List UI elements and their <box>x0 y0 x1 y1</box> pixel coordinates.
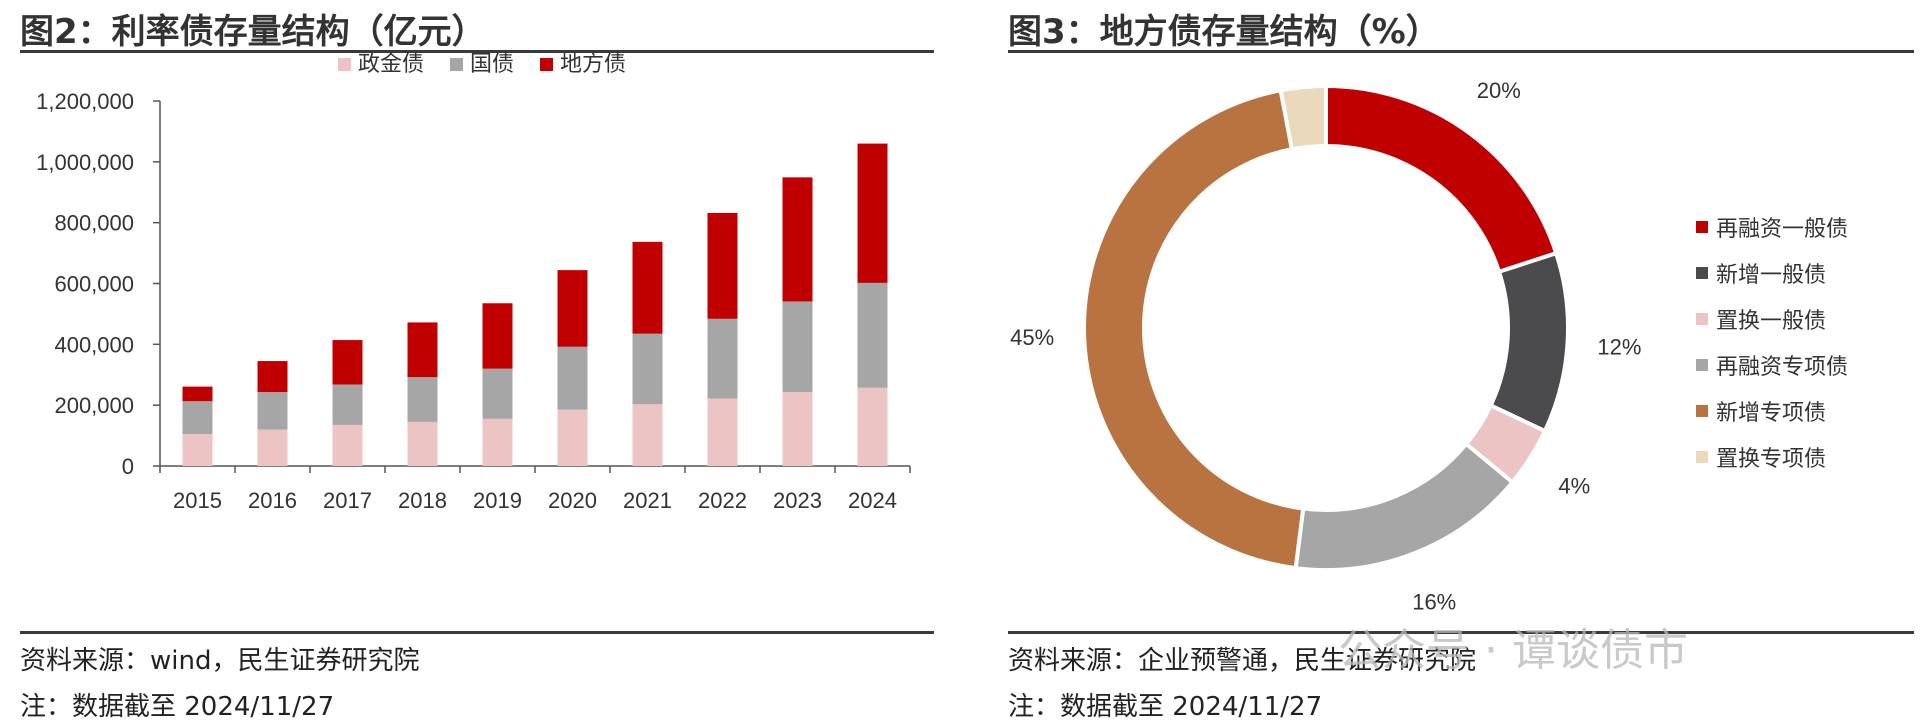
legend-swatch <box>338 58 351 71</box>
stacked-bar-chart: 0 200,000 400,000 600,000 800,000 1,000,000 1,… <box>36 52 911 513</box>
x-tick-label: 2016 <box>248 488 297 513</box>
bar-segment <box>557 346 588 410</box>
bar-segment <box>557 409 588 466</box>
legend-swatch <box>450 58 463 71</box>
legend-label: 置换专项债 <box>1716 446 1826 471</box>
slice-label: 45% <box>1010 325 1054 350</box>
legend-swatch <box>540 58 553 71</box>
slice-label: 16% <box>1412 589 1456 614</box>
slice-label: 4% <box>1558 474 1590 499</box>
title-divider <box>20 50 934 53</box>
x-tick-label: 2020 <box>548 488 597 513</box>
bar-segment <box>407 421 438 466</box>
bar-segment <box>257 361 288 393</box>
footer-divider <box>20 631 934 634</box>
bar-segment <box>257 392 288 430</box>
legend-swatch <box>1696 451 1708 463</box>
legend-swatch <box>1696 267 1708 279</box>
watermark: 公众号 · 谭谈债市 <box>1338 625 1688 676</box>
x-tick-label: 2023 <box>773 488 822 513</box>
y-tick-label: 200,000 <box>54 393 134 418</box>
y-tick-label: 600,000 <box>54 272 134 297</box>
bar-segment <box>782 392 813 466</box>
donut-slice <box>1082 87 1306 571</box>
x-tick-label: 2015 <box>173 488 222 513</box>
y-tick-label: 1,000,000 <box>36 150 134 175</box>
legend-label: 新增一般债 <box>1716 262 1826 287</box>
legend-label: 政金债 <box>358 52 424 76</box>
bar-segment <box>782 301 813 393</box>
bar-segment <box>482 418 513 466</box>
legend-label: 置换一般债 <box>1716 308 1826 333</box>
bar-segment <box>257 429 288 466</box>
bar-segment <box>182 386 213 402</box>
slice-label: 12% <box>1597 334 1641 359</box>
footer-divider <box>1008 631 1914 634</box>
x-tick-label: 2024 <box>848 488 897 513</box>
bar-segment <box>182 434 213 466</box>
bar-segment <box>407 322 438 378</box>
bar-segment <box>707 318 738 399</box>
x-tick-label: 2022 <box>698 488 747 513</box>
bar-segment <box>557 270 588 347</box>
x-tick-label: 2018 <box>398 488 447 513</box>
donut-slice <box>1278 83 1328 152</box>
legend-label: 地方债 <box>560 52 626 76</box>
x-tick-label: 2021 <box>623 488 672 513</box>
y-tick-label: 800,000 <box>54 211 134 236</box>
bar-segment <box>407 377 438 422</box>
bar-segment <box>782 177 813 302</box>
source-note: 资料来源：企业预警通，民生证券研究院 <box>1008 646 1477 676</box>
bar-segment <box>857 387 888 466</box>
chart-legend: 政金债 国债 地方债 <box>338 52 626 76</box>
bar-segment <box>482 303 513 369</box>
slice-label: 20% <box>1477 78 1521 103</box>
legend-label: 再融资一般债 <box>1716 216 1848 241</box>
figure-title: 图3：地方债存量结构（%） <box>1008 12 1440 52</box>
legend-label: 国债 <box>470 52 514 76</box>
legend-label: 新增专项债 <box>1716 400 1826 425</box>
bar-segment <box>707 398 738 466</box>
source-note: 资料来源：wind，民生证券研究院 <box>20 646 420 676</box>
figure-title: 图2：利率债存量结构（亿元） <box>20 12 486 52</box>
legend-swatch <box>1696 405 1708 417</box>
legend-label: 再融资专项债 <box>1716 354 1848 379</box>
title-divider <box>1008 50 1914 53</box>
donut-chart: 20%12%4%16%45%3%再融资一般债新增一般债置换一般债再融资专项债新增… <box>1010 78 1848 614</box>
bar-segment <box>332 384 363 425</box>
y-tick-label: 1,200,000 <box>36 89 134 114</box>
donut-slice <box>1324 83 1559 275</box>
donut-slice <box>1293 441 1516 572</box>
bar-segment <box>707 212 738 319</box>
bar-segment <box>482 368 513 419</box>
bar-segment <box>857 143 888 283</box>
bar-segment <box>632 404 663 466</box>
y-tick-label: 400,000 <box>54 332 134 357</box>
x-tick-label: 2017 <box>323 488 372 513</box>
bar-segment <box>857 282 888 388</box>
bar-segment <box>632 333 663 405</box>
date-note: 注：数据截至 2024/11/27 <box>1008 692 1323 722</box>
x-tick-label: 2019 <box>473 488 522 513</box>
bar-segment <box>332 424 363 466</box>
legend-swatch <box>1696 221 1708 233</box>
y-tick-label: 0 <box>122 454 134 479</box>
bar-segment <box>182 401 213 435</box>
legend-swatch <box>1696 359 1708 371</box>
donut-slice <box>1488 250 1570 434</box>
bar-segment <box>632 241 663 334</box>
date-note: 注：数据截至 2024/11/27 <box>20 692 335 722</box>
legend-swatch <box>1696 313 1708 325</box>
bar-segment <box>332 340 363 385</box>
